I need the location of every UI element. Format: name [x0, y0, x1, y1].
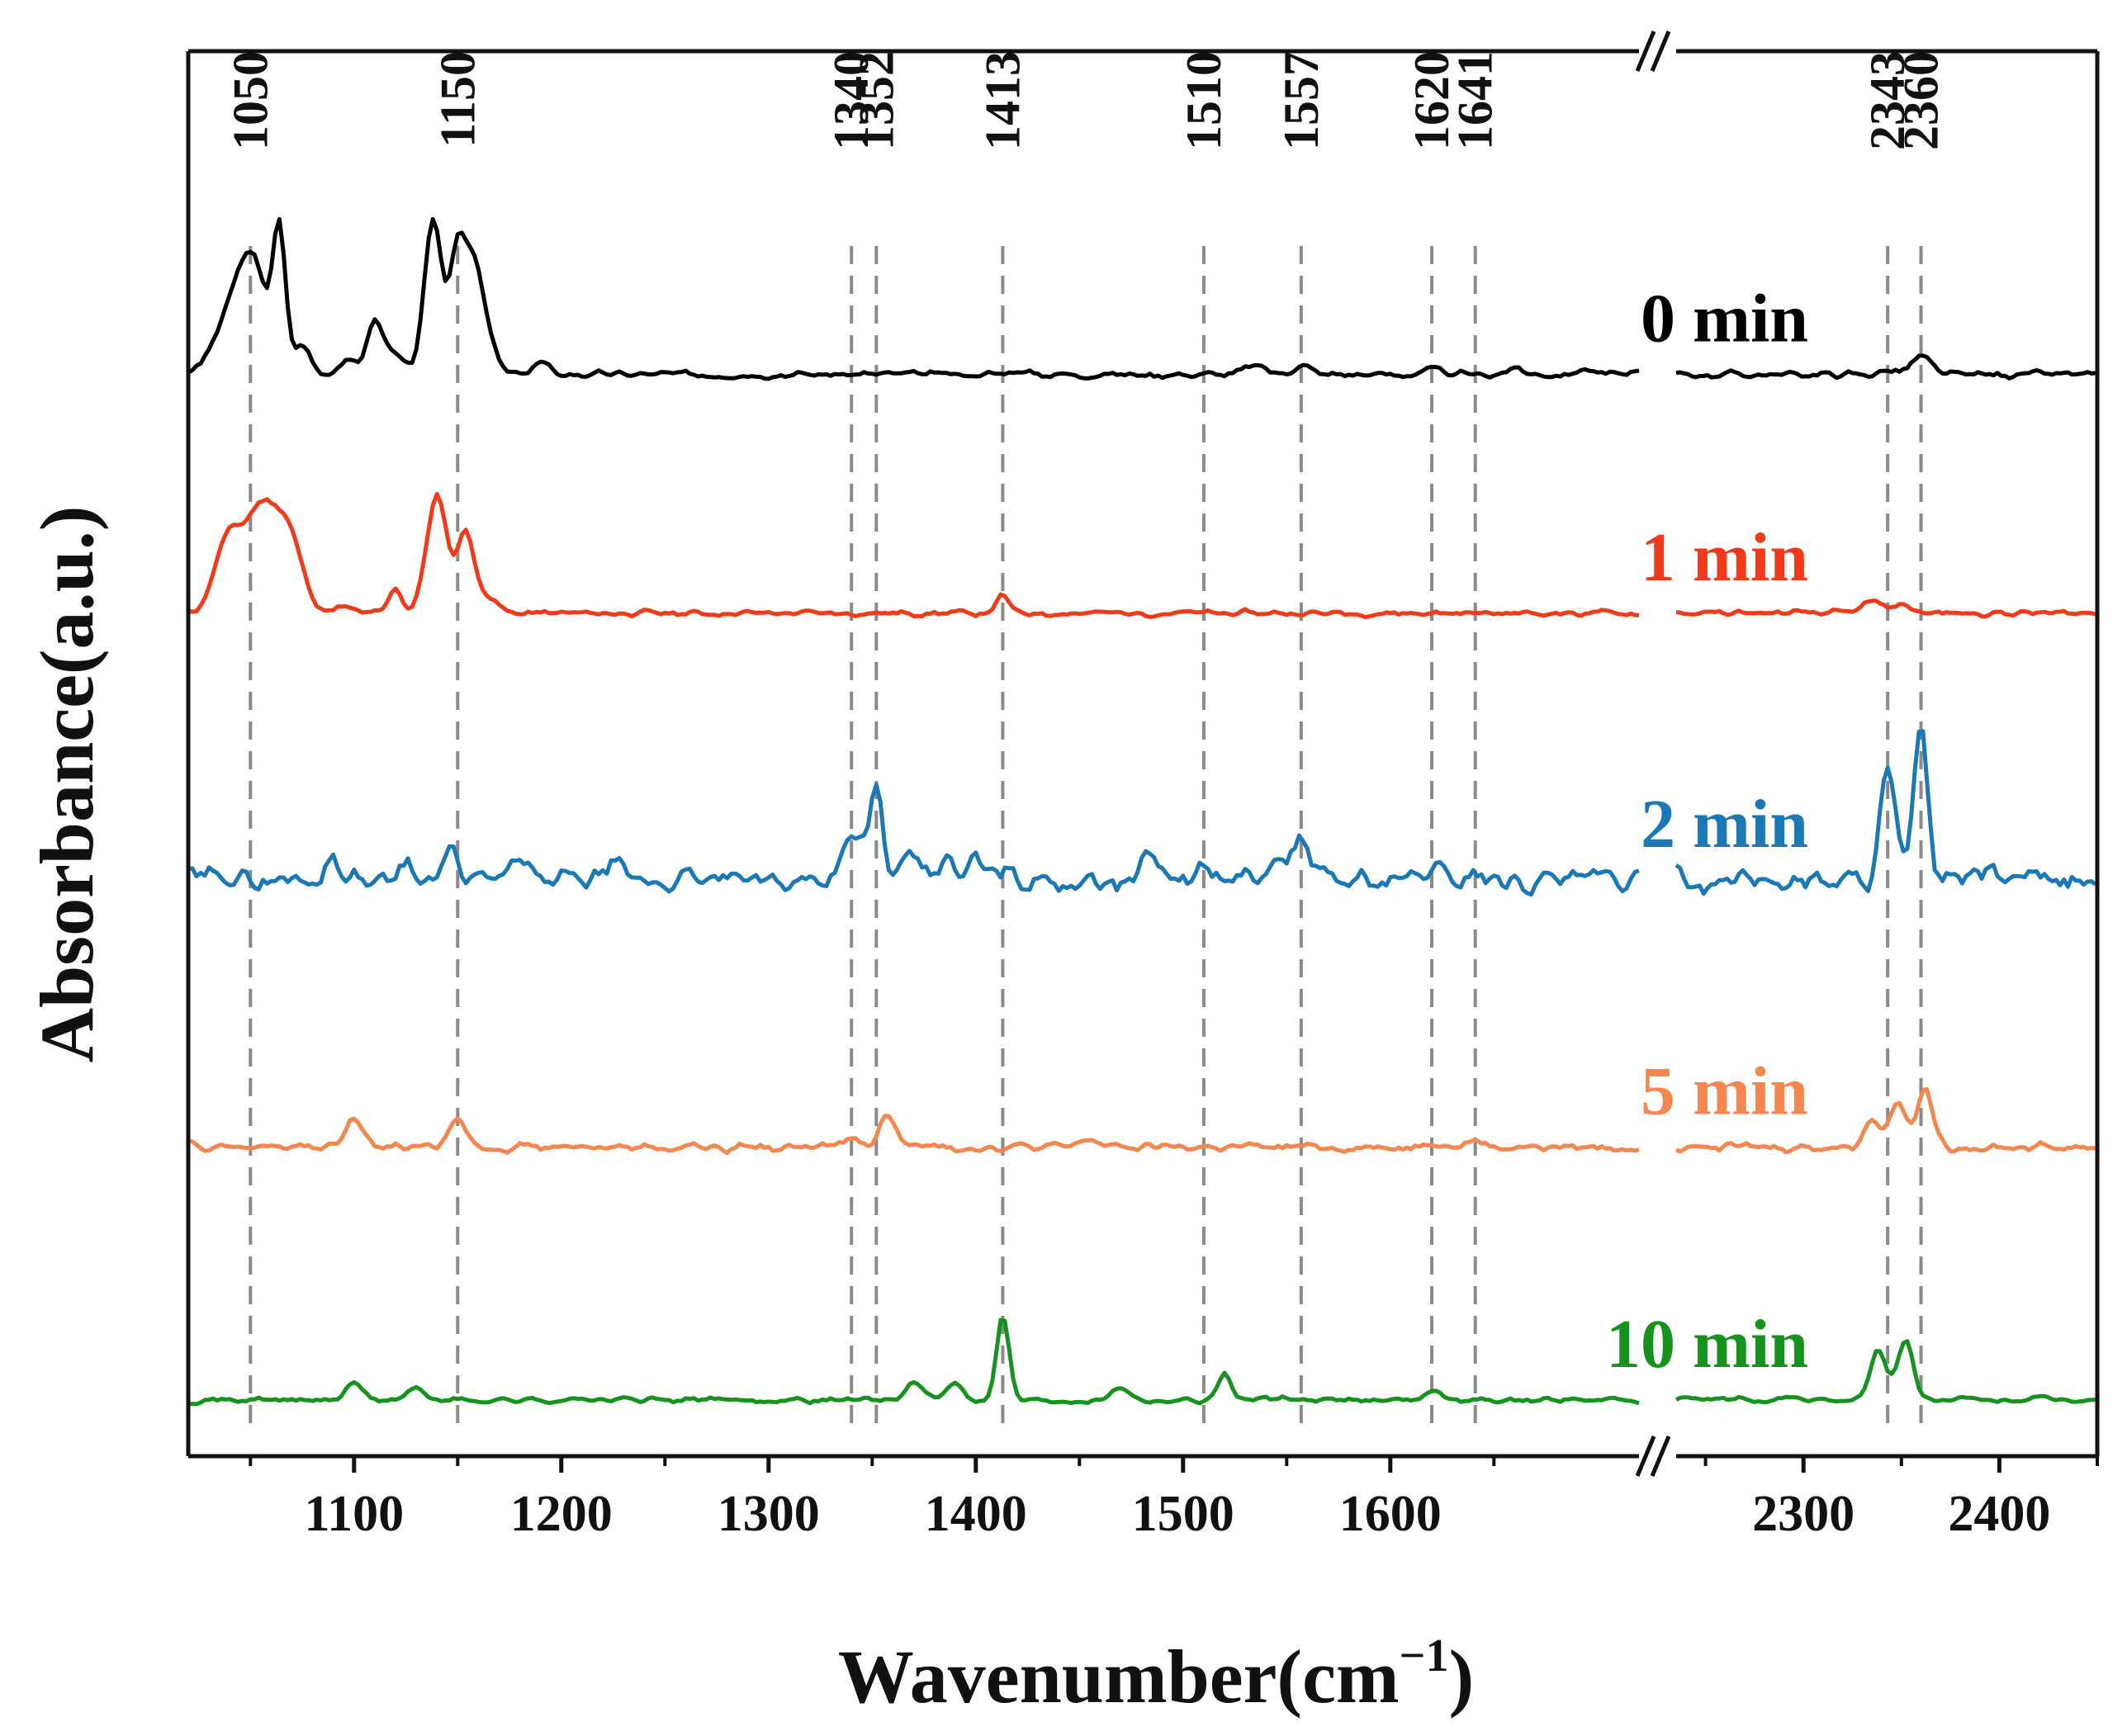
- series-line-1-min-segment-1: [187, 492, 1640, 620]
- x-tick-label-1400: 1400: [925, 1486, 1027, 1542]
- x-tick-label-2400: 2400: [1948, 1486, 2050, 1542]
- chart-text: Absorbance(a.u.) Wavenumber(cm−1) 1050 11…: [25, 51, 1949, 1719]
- top-axis-break-mark-2: [1650, 31, 1671, 72]
- series-line-1-min-segment-2: [1675, 598, 2096, 619]
- series-line-10-min-segment-1: [187, 1317, 1640, 1407]
- peak-label-1557: 1557: [1274, 51, 1329, 150]
- peak-label-2343: 2343: [1860, 51, 1915, 150]
- series-label-0-min: 0 min: [1641, 280, 1808, 357]
- series-line-0-min-segment-1: [187, 216, 1640, 381]
- series-label-1-min: 1 min: [1641, 519, 1808, 596]
- peak-label-1352: 1352: [849, 51, 903, 150]
- peak-label-1413: 1413: [975, 51, 1030, 150]
- peak-label-1510: 1510: [1177, 51, 1231, 150]
- x-axis-title-superscript: −1: [1400, 1630, 1449, 1682]
- peak-label-1641: 1641: [1448, 51, 1503, 150]
- bottom-axis-break-mark-1: [1635, 1436, 1656, 1477]
- series-line-0-min-segment-2: [1675, 353, 2096, 381]
- peak-label-1150: 1150: [430, 51, 485, 148]
- bottom-axis-break-mark-2: [1650, 1436, 1671, 1477]
- peak-label-1620: 1620: [1405, 51, 1459, 150]
- x-axis-ticks: 1100 1200 1300 1400 1500 1600 2300 2400: [249, 1456, 2099, 1542]
- peak-label-1050: 1050: [223, 51, 277, 150]
- series-label-10-min: 10 min: [1606, 1306, 1808, 1383]
- series-line-2-min-segment-2: [1675, 729, 2097, 896]
- spectra-series: [187, 216, 2097, 1407]
- x-tick-label-1100: 1100: [305, 1486, 405, 1542]
- series-label-2-min: 2 min: [1641, 786, 1808, 863]
- series-line-5-min-segment-2: [1675, 1086, 2096, 1155]
- x-tick-label-1200: 1200: [510, 1486, 613, 1542]
- peak-marker-lines: [249, 246, 1923, 1430]
- x-tick-label-1500: 1500: [1132, 1486, 1234, 1542]
- x-axis-title: Wavenumber(cm−1): [838, 1630, 1474, 1719]
- series-label-5-min: 5 min: [1641, 1053, 1808, 1130]
- series-line-10-min-segment-2: [1675, 1339, 2096, 1405]
- series-line-5-min-segment-1: [187, 1114, 1640, 1156]
- series-line-2-min-segment-1: [187, 783, 1640, 897]
- y-axis-title: Absorbance(a.u.): [25, 506, 109, 1063]
- x-tick-label-1300: 1300: [718, 1486, 820, 1542]
- top-axis-break-mark-1: [1635, 31, 1656, 72]
- x-axis-title-main: Wavenumber(cm: [838, 1634, 1400, 1719]
- plot-frame: [186, 31, 2100, 1477]
- peak-label-1340: 1340: [824, 51, 879, 150]
- x-axis-title-close: ): [1448, 1634, 1474, 1719]
- x-tick-label-2300: 2300: [1752, 1486, 1855, 1542]
- peak-label-2360: 2360: [1894, 51, 1949, 150]
- x-tick-label-1600: 1600: [1339, 1486, 1442, 1542]
